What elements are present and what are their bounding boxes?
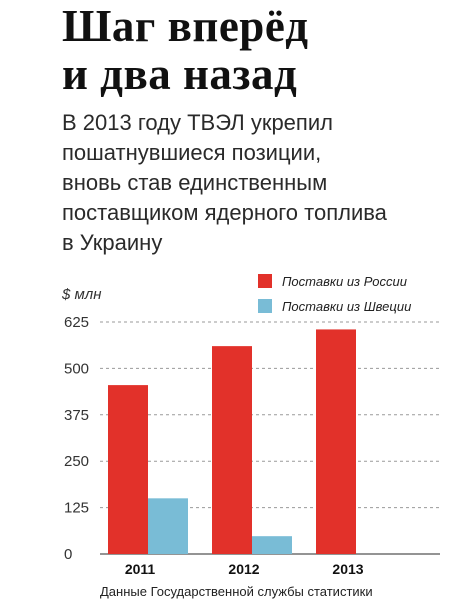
headline-line-1: Шаг вперёд — [62, 1, 309, 51]
y-tick-label: 625 — [64, 314, 89, 331]
bar-sweden — [148, 498, 188, 554]
bar-russia — [212, 346, 252, 554]
y-tick-label: 250 — [64, 453, 89, 470]
legend-label-russia: Поставки из России — [282, 273, 407, 289]
subtitle-line-3: вновь став единственным — [62, 170, 328, 195]
chart-legend: Поставки из России Поставки из Швеции — [258, 270, 411, 320]
headline-line-2: и два назад — [62, 49, 298, 99]
y-tick-label: 0 — [64, 546, 72, 563]
bar-russia — [108, 385, 148, 554]
y-axis-unit-label: $ млн — [62, 286, 102, 303]
legend-swatch-sweden — [258, 299, 272, 313]
chart-headline: Шаг вперёд и два назад — [62, 2, 462, 98]
bar-chart: 0 125 250 375 500 625 2011 2012 2013 — [64, 314, 440, 577]
x-tick-label: 2012 — [228, 561, 259, 577]
legend-label-sweden: Поставки из Швеции — [282, 298, 412, 314]
bar-russia — [316, 329, 356, 554]
bar-sweden — [252, 536, 292, 554]
x-tick-label: 2013 — [332, 561, 363, 577]
subtitle-line-4: поставщиком ядерного топлива — [62, 200, 387, 225]
chart-subtitle: В 2013 году ТВЭЛ укрепил пошатнувшиеся п… — [62, 108, 462, 258]
y-tick-label: 500 — [64, 360, 89, 377]
legend-item-russia: Поставки из России — [258, 270, 411, 292]
y-tick-label: 375 — [64, 407, 89, 424]
data-source-note: Данные Государственной службы статистики — [100, 584, 373, 599]
legend-swatch-russia — [258, 274, 272, 288]
legend-item-sweden: Поставки из Швеции — [258, 295, 411, 317]
subtitle-line-2: пошатнувшиеся позиции, — [62, 140, 322, 165]
subtitle-line-1: В 2013 году ТВЭЛ укрепил — [62, 110, 333, 135]
y-tick-label: 125 — [64, 500, 89, 517]
x-tick-label: 2011 — [125, 561, 156, 577]
subtitle-line-5: в Украину — [62, 230, 163, 255]
